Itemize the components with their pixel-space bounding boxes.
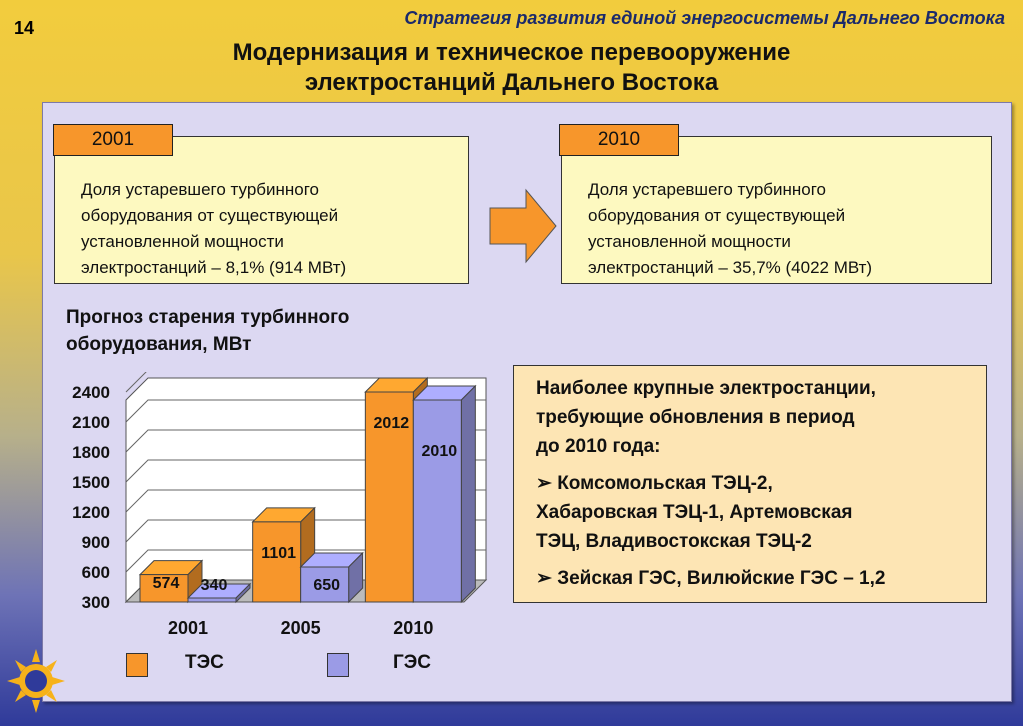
presentation-subtitle: Стратегия развития единой энергосистемы …: [404, 8, 1005, 28]
bar: [139, 574, 189, 603]
info-line: электростанций – 8,1% (914 МВт): [81, 258, 347, 277]
data-label: 574: [153, 575, 180, 592]
plants-item-line: Зейская ГЭС, Вилюйские ГЭС – 1,2: [557, 568, 886, 589]
info-line: оборудования от существующей: [588, 206, 846, 225]
bar-chart: 300 600 900 1200 1500 1800 2100 2400 574 340 2001 1…: [72, 372, 488, 638]
legend-swatch-ges: [327, 653, 349, 677]
plants-list-item: ➢ Комсомольская ТЭЦ-2, Хабаровская ТЭЦ-1…: [536, 469, 976, 556]
bar: [364, 391, 414, 603]
bar: [187, 597, 237, 603]
y-tick-label: 600: [82, 563, 110, 582]
data-label: 340: [201, 577, 228, 594]
title-line: электростанций Дальнего Востока: [304, 69, 719, 96]
info-line: установленной мощности: [588, 232, 791, 251]
info-line: оборудования от существующей: [81, 206, 339, 225]
slide-number: 14: [14, 18, 35, 38]
info-box-2010: Доля устаревшего турбинного оборудования…: [561, 136, 992, 284]
data-label: 2010: [422, 443, 458, 460]
x-tick-label: 2001: [168, 618, 208, 638]
legend-swatch-tes: [126, 653, 148, 677]
x-tick-label: 2010: [393, 618, 433, 638]
chart-heading-line: Прогноз старения турбинного: [66, 307, 350, 328]
y-tick-label: 2100: [72, 413, 110, 432]
info-box-2001: Доля устаревшего турбинного оборудования…: [54, 136, 469, 284]
bar: [252, 521, 302, 603]
year-tab-2001: 2001: [53, 124, 173, 156]
right-arrow-icon: [489, 188, 557, 264]
chart-heading: Прогноз старения турбинного оборудования…: [66, 304, 349, 358]
sun-logo-icon: [7, 649, 65, 713]
info-line: Доля устаревшего турбинного: [588, 180, 827, 199]
plants-box: Наиболее крупные электростанции, требующ…: [513, 365, 987, 603]
chart-heading-line: оборудования, МВт: [66, 334, 252, 355]
plants-item-line: Комсомольская ТЭЦ-2,: [557, 473, 773, 494]
y-tick-label: 2400: [72, 383, 110, 402]
year-tab-2010: 2010: [559, 124, 679, 156]
bar-side: [460, 384, 476, 604]
gridline: [125, 372, 147, 393]
plants-list-item: ➢ Зейская ГЭС, Вилюйские ГЭС – 1,2: [536, 564, 976, 593]
plants-heading-line: Наиболее крупные электростанции,: [536, 378, 876, 399]
plants-heading-line: требующие обновления в период: [536, 407, 855, 428]
y-tick-label: 900: [82, 533, 110, 552]
plants-heading-line: до 2010 года:: [536, 436, 661, 457]
y-tick-label: 1800: [72, 443, 110, 462]
slide-title: Модернизация и техническое перевооружени…: [0, 38, 1023, 98]
data-label: 650: [313, 577, 340, 594]
x-tick-label: 2005: [281, 618, 321, 638]
info-line: электростанций – 35,7% (4022 МВт): [588, 258, 873, 277]
bar: [300, 566, 350, 603]
bullet-icon: ➢: [536, 568, 552, 589]
data-label: 1101: [261, 545, 296, 562]
y-tick-label: 1500: [72, 473, 110, 492]
info-line: установленной мощности: [81, 232, 284, 251]
data-label: 2012: [374, 415, 410, 432]
y-tick-label: 300: [82, 593, 110, 612]
legend-label-tes: ТЭС: [185, 652, 224, 673]
bullet-icon: ➢: [536, 473, 552, 494]
title-line: Модернизация и техническое перевооружени…: [232, 39, 791, 66]
legend-label-ges: ГЭС: [393, 652, 432, 673]
plants-item-line: ТЭЦ, Владивостокская ТЭЦ-2: [536, 531, 812, 552]
plants-item-line: Хабаровская ТЭЦ-1, Артемовская: [536, 502, 853, 523]
info-line: Доля устаревшего турбинного: [81, 180, 320, 199]
bar: [412, 399, 462, 603]
y-tick-label: 1200: [72, 503, 110, 522]
